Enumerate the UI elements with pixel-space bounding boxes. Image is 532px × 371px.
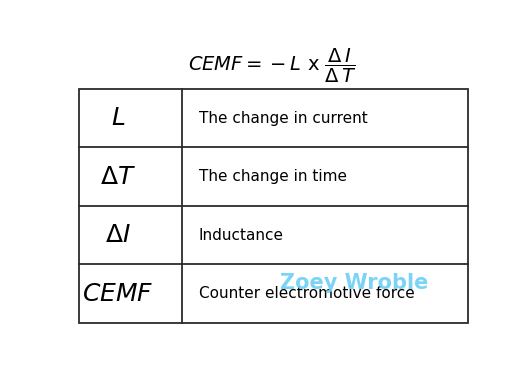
- Text: Counter electromotive force: Counter electromotive force: [198, 286, 414, 301]
- Text: Zoey Wroble: Zoey Wroble: [280, 273, 428, 293]
- Text: Inductance: Inductance: [198, 228, 284, 243]
- Text: $\mathit{CEMF} = -\mathit{L}\ \mathrm{x}\ \dfrac{\Delta\,\mathit{I}}{\Delta\,\ma: $\mathit{CEMF} = -\mathit{L}\ \mathrm{x}…: [188, 47, 357, 85]
- Text: $\mathit{L}$: $\mathit{L}$: [111, 106, 126, 130]
- Text: The change in time: The change in time: [198, 169, 347, 184]
- Text: $\mathit{CEMF}$: $\mathit{CEMF}$: [82, 282, 154, 306]
- Text: $Δ I$: $Δ I$: [105, 223, 131, 247]
- Bar: [79, 89, 469, 323]
- Text: The change in current: The change in current: [198, 111, 368, 125]
- Text: $Δ T$: $Δ T$: [100, 165, 136, 188]
